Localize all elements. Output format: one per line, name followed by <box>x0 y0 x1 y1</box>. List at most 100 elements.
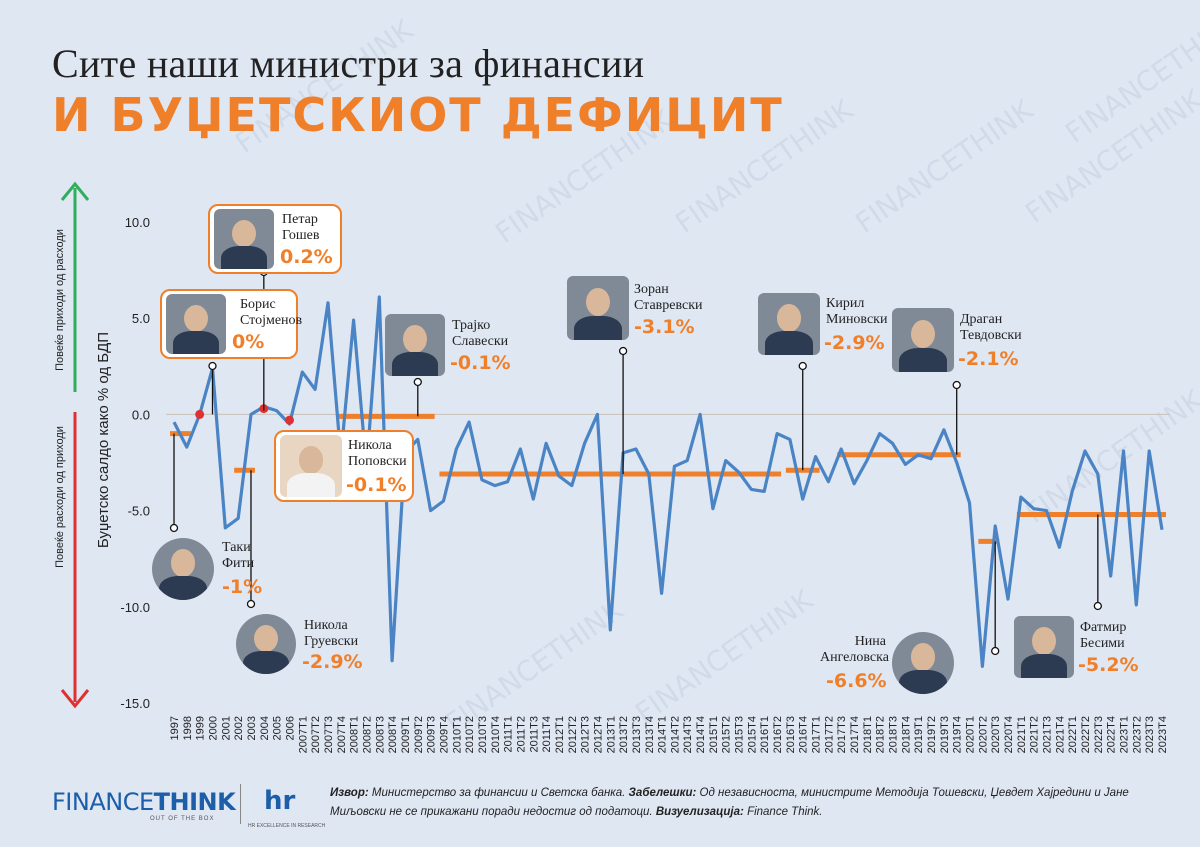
x-tick-label: 2013Т2 <box>618 716 630 753</box>
x-tick-label: 2011Т1 <box>503 716 515 753</box>
x-tick-label: 2008Т3 <box>374 716 386 753</box>
highlight-point <box>195 409 205 419</box>
x-tick-label: 2016Т4 <box>798 716 810 753</box>
label-fatmir-besimi-name: Фатмир Бесими <box>1080 620 1127 651</box>
x-tick-label: 2008Т1 <box>349 716 361 753</box>
x-tick-label: 2019Т2 <box>926 716 938 753</box>
x-tick-label: 2022Т4 <box>1106 716 1118 753</box>
hr-logo-tagline: HR EXCELLENCE IN RESEARCH <box>248 823 326 829</box>
x-tick-label: 2000 <box>207 716 219 740</box>
label-zoran-stavreski-name: Зоран Ставревски <box>634 282 703 313</box>
x-tick-label: 2022Т3 <box>1093 716 1105 753</box>
label-kiril-minovski-name: Кирил Миновски <box>826 296 888 327</box>
x-tick-label: 2017Т4 <box>849 716 861 753</box>
viz-text: Finance Think. <box>747 806 823 818</box>
x-tick-label: 2019Т3 <box>939 716 951 753</box>
label-boris-stojmenov-name: Борис Стојменов <box>240 297 303 328</box>
x-tick-label: 1997 <box>169 716 181 740</box>
notes-text: Од независноста, министрите Методија Тош… <box>330 787 1129 818</box>
x-tick-label: 2017Т2 <box>823 716 835 753</box>
label-nina-angelovska-name: Нина Ангеловска <box>820 634 889 665</box>
x-tick-label: 2011Т2 <box>515 716 527 753</box>
source-label: Извор: <box>330 787 369 799</box>
label-petar-goshev-value: 0.2% <box>280 246 333 268</box>
x-tick-label: 2020Т3 <box>990 716 1002 753</box>
x-tick-label: 2009Т1 <box>400 716 412 753</box>
up-arrow-label: Повеќе приходи од расходи <box>54 229 66 371</box>
x-tick-label: 2009Т3 <box>426 716 438 753</box>
x-tick-label: 2020Т2 <box>977 716 989 753</box>
label-boris-stojmenov-value: 0% <box>232 331 265 353</box>
x-tick-label: 1998 <box>182 716 194 740</box>
x-tick-label: 2010Т3 <box>477 716 489 753</box>
x-tick-label: 2019Т4 <box>952 716 964 753</box>
annotation-connector-dot <box>413 377 422 387</box>
x-tick-label: 2014Т1 <box>657 716 669 753</box>
card-nikola-popovski: Никола Поповски -0.1% <box>274 430 414 502</box>
x-tick-label: 2020Т4 <box>1003 716 1015 753</box>
x-tick-label: 2013Т4 <box>644 716 656 753</box>
x-tick-label: 2023Т2 <box>1131 716 1143 753</box>
y-tick-label: 5.0 <box>132 311 150 326</box>
x-tick-label: 2021Т3 <box>1042 716 1054 753</box>
x-tick-label: 2016Т2 <box>772 716 784 753</box>
x-tick-label: 2002 <box>233 716 245 740</box>
x-tick-label: 2011Т3 <box>528 716 540 753</box>
label-taki-fiti-name: Таки Фити <box>222 540 255 571</box>
highlight-point <box>284 415 294 425</box>
label-nikola-gruevski-name: Никола Груевски <box>304 618 359 649</box>
x-tick-label: 2018Т3 <box>888 716 900 753</box>
hr-logo: hr <box>264 786 296 816</box>
x-tick-label: 2008Т2 <box>361 716 373 753</box>
annotation-connector-dot <box>798 361 807 371</box>
x-tick-label: 2022Т2 <box>1080 716 1092 753</box>
label-nina-angelovska-value: -6.6% <box>826 670 887 692</box>
x-tick-label: 2008Т4 <box>387 716 399 753</box>
x-tick-label: 2007Т4 <box>336 716 348 753</box>
label-nikola-popovski-value: -0.1% <box>346 474 407 496</box>
up-arrow-head <box>60 181 90 201</box>
x-tick-label: 2014Т2 <box>669 716 681 753</box>
x-tick-label: 2023Т1 <box>1119 716 1131 753</box>
x-tick-label: 2012Т1 <box>554 716 566 753</box>
x-tick-label: 2015Т1 <box>708 716 720 753</box>
down-arrow-head <box>60 689 90 709</box>
portrait-petar-goshev <box>214 209 274 269</box>
portrait-nikola-popovski <box>280 435 342 497</box>
source-text: Министерство за финансии и Светска банка… <box>371 787 626 799</box>
annotation-connector-dot <box>1093 601 1102 611</box>
portrait-dragan-tevdovski <box>892 308 954 372</box>
x-tick-label: 2017Т1 <box>811 716 823 753</box>
label-trajko-slaveski-name: Трајко Славески <box>452 318 509 349</box>
label-dragan-tevdovski-name: Драган Тевдовски <box>960 312 1022 343</box>
card-boris-stojmenov: Борис Стојменов 0% <box>160 289 302 359</box>
label-trajko-slaveski-value: -0.1% <box>450 352 511 374</box>
x-tick-label: 1999 <box>195 716 207 740</box>
annotation-connector-dot <box>246 599 256 609</box>
financethink-logo-tagline: OUT OF THE BOX <box>150 816 215 822</box>
y-tick-label: 0.0 <box>132 407 150 422</box>
down-arrow-label: Повеќе расходи од приходи <box>54 426 66 568</box>
portrait-kiril-minovski <box>758 293 820 355</box>
x-tick-label: 2013Т3 <box>631 716 643 753</box>
x-tick-label: 2012Т2 <box>567 716 579 753</box>
x-tick-label: 2010Т4 <box>490 716 502 753</box>
card-petar-goshev: Петар Гошев 0.2% <box>208 204 342 274</box>
x-tick-label: 2021Т1 <box>1016 716 1028 753</box>
y-axis-label: Буџетско салдо како % од БДП <box>95 332 112 548</box>
x-tick-label: 2015Т3 <box>734 716 746 753</box>
portrait-boris-stojmenov <box>166 294 226 354</box>
x-tick-label: 2021Т4 <box>1054 716 1066 753</box>
financethink-logo: FINANCETHINK <box>52 788 236 816</box>
portrait-nina-angelovska <box>892 632 954 694</box>
x-tick-label: 2009Т2 <box>413 716 425 753</box>
label-fatmir-besimi-value: -5.2% <box>1078 654 1139 676</box>
x-tick-label: 2019Т1 <box>913 716 925 753</box>
x-tick-label: 2003 <box>246 716 258 740</box>
x-tick-label: 2007Т1 <box>297 716 309 753</box>
annotation-connector-dot <box>952 380 961 390</box>
x-tick-label: 2015Т2 <box>721 716 733 753</box>
x-tick-label: 2018Т1 <box>862 716 874 753</box>
annotation-connector-dot <box>169 523 179 533</box>
